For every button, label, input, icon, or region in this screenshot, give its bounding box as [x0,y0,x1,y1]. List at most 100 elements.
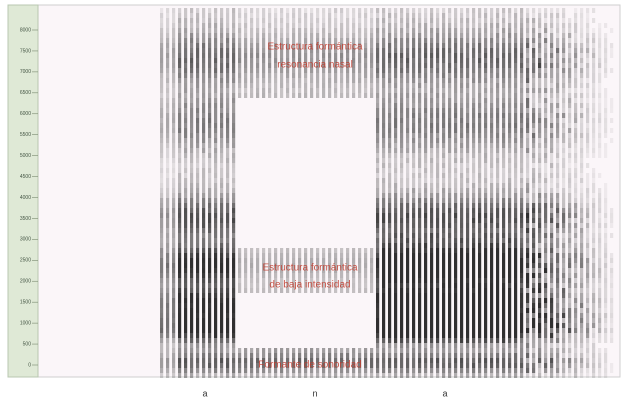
energy-cell [508,208,511,213]
energy-cell [160,88,163,93]
energy-cell [322,253,325,258]
energy-cell [574,328,577,333]
energy-cell [580,18,583,23]
energy-cell [412,123,415,128]
energy-cell [550,88,553,93]
energy-cell [496,188,499,193]
energy-cell [358,58,361,63]
energy-cell [226,333,229,338]
energy-cell [184,213,187,218]
energy-cell [544,148,547,153]
energy-cell [496,68,499,73]
energy-cell [574,158,577,163]
energy-cell [196,73,199,78]
energy-cell [412,278,415,283]
energy-cell [520,343,523,348]
energy-cell [442,173,445,178]
energy-cell [544,328,547,333]
energy-cell [568,183,571,188]
energy-cell [178,353,181,358]
energy-cell [388,138,391,143]
energy-cell [424,128,427,133]
energy-cell [208,33,211,38]
energy-cell [394,93,397,98]
energy-cell [388,143,391,148]
energy-cell [316,13,319,18]
energy-cell [556,98,559,103]
energy-cell [532,318,535,323]
energy-cell [580,193,583,198]
energy-cell [460,263,463,268]
energy-cell [412,313,415,318]
energy-cell [484,193,487,198]
energy-cell [220,338,223,343]
energy-cell [232,68,235,73]
energy-cell [178,278,181,283]
energy-cell [226,33,229,38]
energy-cell [592,193,595,198]
energy-cell [370,273,373,278]
energy-cell [424,43,427,48]
energy-cell [550,313,553,318]
energy-cell [568,38,571,43]
energy-cell [202,88,205,93]
energy-cell [544,228,547,233]
energy-cell [412,178,415,183]
energy-cell [550,188,553,193]
energy-cell [334,13,337,18]
energy-cell [508,363,511,368]
energy-cell [268,348,271,353]
energy-cell [526,158,529,163]
energy-cell [208,233,211,238]
energy-cell [484,373,487,378]
energy-cell [550,368,553,373]
energy-cell [466,233,469,238]
energy-cell [544,233,547,238]
energy-cell [238,43,241,48]
energy-cell [466,363,469,368]
energy-cell [514,368,517,373]
energy-cell [232,328,235,333]
energy-cell [514,243,517,248]
energy-cell [166,28,169,33]
energy-cell [376,313,379,318]
energy-cell [208,153,211,158]
energy-cell [586,223,589,228]
energy-cell [562,148,565,153]
energy-cell [256,278,259,283]
energy-cell [598,133,601,138]
energy-cell [226,138,229,143]
energy-cell [226,268,229,273]
energy-cell [592,363,595,368]
energy-cell [502,343,505,348]
energy-cell [442,368,445,373]
energy-cell [172,28,175,33]
energy-cell [406,203,409,208]
energy-cell [238,53,241,58]
energy-cell [514,343,517,348]
energy-cell [520,98,523,103]
energy-cell [454,183,457,188]
energy-cell [202,328,205,333]
energy-cell [376,53,379,58]
energy-cell [538,138,541,143]
energy-cell [562,13,565,18]
energy-cell [298,73,301,78]
energy-cell [190,273,193,278]
energy-cell [382,328,385,333]
energy-cell [184,218,187,223]
energy-cell [460,233,463,238]
energy-cell [418,208,421,213]
energy-cell [610,313,613,318]
energy-cell [556,138,559,143]
energy-cell [232,163,235,168]
energy-cell [538,343,541,348]
energy-cell [424,248,427,253]
energy-cell [568,233,571,238]
energy-cell [556,333,559,338]
energy-cell [592,218,595,223]
energy-cell [472,338,475,343]
energy-cell [610,303,613,308]
energy-cell [502,243,505,248]
energy-cell [160,113,163,118]
